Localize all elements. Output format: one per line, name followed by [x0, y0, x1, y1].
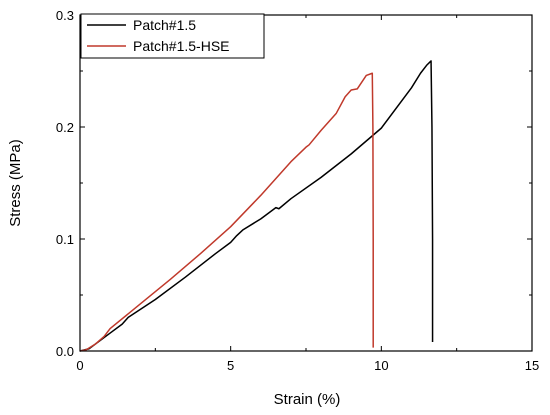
legend-label-patch-1-5: Patch#1.5 — [133, 17, 196, 33]
x-axis-title: Strain (%) — [274, 391, 341, 408]
x-tick-label: 5 — [227, 358, 234, 373]
y-tick-label: 0.1 — [56, 232, 74, 247]
x-tick-label: 0 — [76, 358, 83, 373]
legend-box — [80, 13, 265, 59]
plot-area — [79, 60, 434, 352]
axes-frame — [79, 14, 533, 352]
legend: Patch#1.5 Patch#1.5-HSE — [80, 13, 265, 59]
series-line-0 — [79, 60, 434, 352]
legend-label-patch-1-5-hse: Patch#1.5-HSE — [133, 38, 230, 54]
x-tick-label: 10 — [374, 358, 388, 373]
y-tick-label: 0.3 — [56, 8, 74, 23]
axes: 0 5 10 15 0.0 0.1 0.2 0.3 — [56, 8, 539, 373]
series-line-1 — [79, 72, 374, 352]
y-tick-label: 0.0 — [56, 344, 74, 359]
x-tick-label: 15 — [525, 358, 539, 373]
y-tick-label: 0.2 — [56, 120, 74, 135]
y-axis-title: Stress (MPa) — [7, 139, 24, 227]
